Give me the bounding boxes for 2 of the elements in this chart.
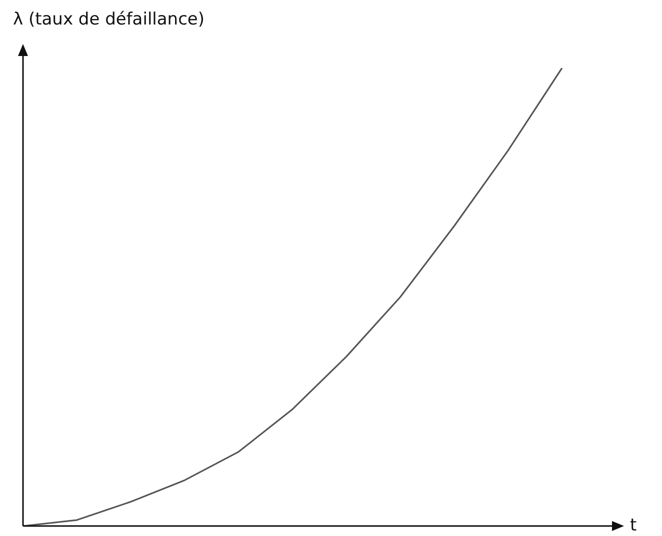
x-axis-title: t bbox=[630, 515, 637, 536]
y-axis-title: λ (taux de défaillance) bbox=[13, 9, 205, 30]
